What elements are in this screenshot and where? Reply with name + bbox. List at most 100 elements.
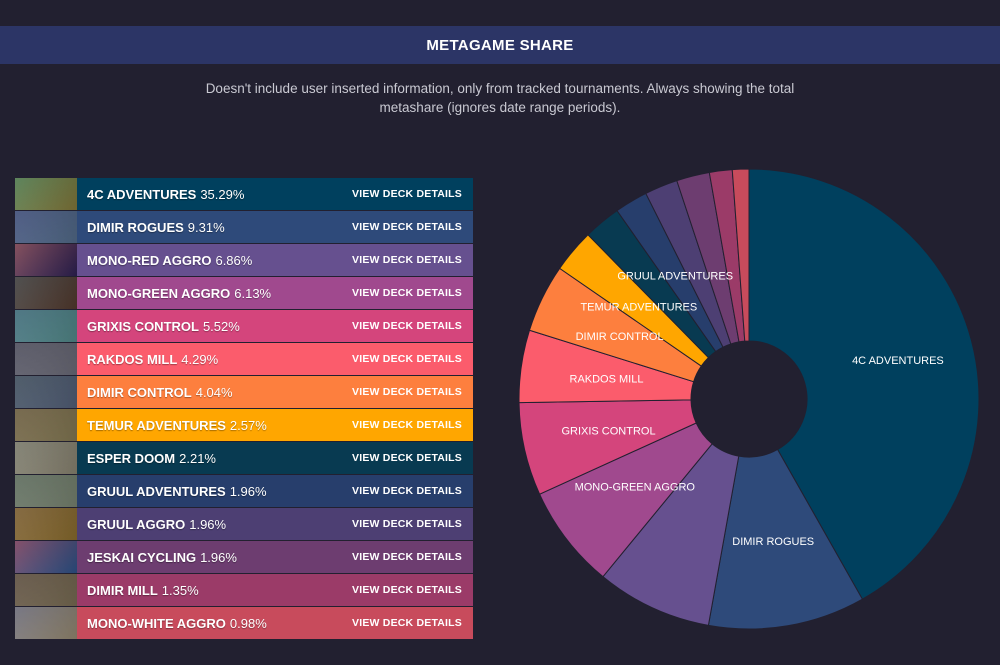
view-deck-details-link[interactable]: VIEW DECK DETAILS <box>352 353 462 365</box>
deck-name: MONO-RED AGGRO <box>87 252 212 268</box>
deck-row[interactable]: TEMUR ADVENTURES 2.57% VIEW DECK DETAILS <box>15 409 473 441</box>
deck-title: DIMIR MILL 1.35% <box>77 583 352 598</box>
deck-thumbnail <box>15 442 77 474</box>
view-deck-details-link[interactable]: VIEW DECK DETAILS <box>352 419 462 431</box>
deck-name: GRUUL ADVENTURES <box>87 483 226 499</box>
deck-list: 4C ADVENTURES 35.29% VIEW DECK DETAILS DIMI… <box>15 178 473 640</box>
subtitle-line-2: metashare (ignores date range periods). <box>379 100 621 115</box>
deck-row[interactable]: ESPER DOOM 2.21% VIEW DECK DETAILS <box>15 442 473 474</box>
deck-share: 1.96% <box>200 549 237 565</box>
deck-title: GRUUL ADVENTURES 1.96% <box>77 484 352 499</box>
deck-title: MONO-RED AGGRO 6.86% <box>77 253 352 268</box>
deck-title: RAKDOS MILL 4.29% <box>77 352 352 367</box>
page-title: METAGAME SHARE <box>426 36 574 54</box>
pie-slice-label: TEMUR ADVENTURES <box>580 301 697 313</box>
pie-slice-label: 4C ADVENTURES <box>852 355 944 367</box>
deck-row[interactable]: MONO-WHITE AGGRO 0.98% VIEW DECK DETAILS <box>15 607 473 639</box>
deck-name: DIMIR MILL <box>87 582 158 598</box>
subtitle-line-1: Doesn't include user inserted informatio… <box>205 81 795 96</box>
deck-title: DIMIR ROGUES 9.31% <box>77 220 352 235</box>
deck-thumbnail <box>15 508 77 540</box>
pie-slice[interactable] <box>602 443 740 626</box>
view-deck-details-link[interactable]: VIEW DECK DETAILS <box>352 188 462 200</box>
deck-share: 4.29% <box>181 351 219 367</box>
deck-row[interactable]: DIMIR MILL 1.35% VIEW DECK DETAILS <box>15 574 473 606</box>
pie-slice-label: GRIXIS CONTROL <box>561 426 655 438</box>
deck-name: 4C ADVENTURES <box>87 186 197 202</box>
subtitle: Doesn't include user inserted informatio… <box>170 79 830 117</box>
deck-thumbnail <box>15 409 77 441</box>
deck-title: GRIXIS CONTROL 5.52% <box>77 319 352 334</box>
header-band: METAGAME SHARE <box>0 26 1000 64</box>
view-deck-details-link[interactable]: VIEW DECK DETAILS <box>352 518 462 530</box>
deck-row[interactable]: GRIXIS CONTROL 5.52% VIEW DECK DETAILS <box>15 310 473 342</box>
deck-row[interactable]: DIMIR ROGUES 9.31% VIEW DECK DETAILS <box>15 211 473 243</box>
deck-share: 0.98% <box>229 615 267 631</box>
deck-thumbnail <box>15 211 77 243</box>
deck-name: RAKDOS MILL <box>87 351 178 367</box>
deck-title: DIMIR CONTROL 4.04% <box>77 385 352 400</box>
deck-row[interactable]: GRUUL ADVENTURES 1.96% VIEW DECK DETAILS <box>15 475 473 507</box>
deck-name: JESKAI CYCLING <box>87 549 197 565</box>
deck-share: 35.29% <box>200 186 245 202</box>
view-deck-details-link[interactable]: VIEW DECK DETAILS <box>352 584 462 596</box>
deck-share: 1.35% <box>161 582 199 598</box>
deck-name: DIMIR ROGUES <box>87 219 184 235</box>
deck-row[interactable]: DIMIR CONTROL 4.04% VIEW DECK DETAILS <box>15 376 473 408</box>
deck-thumbnail <box>15 310 77 342</box>
pie-slice-label: GRUUL ADVENTURES <box>617 270 733 282</box>
deck-thumbnail <box>15 475 77 507</box>
deck-title: MONO-GREEN AGGRO 6.13% <box>77 286 352 301</box>
deck-name: TEMUR ADVENTURES <box>87 417 226 433</box>
deck-thumbnail <box>15 541 77 573</box>
deck-title: TEMUR ADVENTURES 2.57% <box>77 418 352 433</box>
deck-thumbnail <box>15 178 77 210</box>
deck-row[interactable]: MONO-RED AGGRO 6.86% VIEW DECK DETAILS <box>15 244 473 276</box>
deck-share: 2.21% <box>179 450 216 466</box>
deck-row[interactable]: MONO-GREEN AGGRO 6.13% VIEW DECK DETAILS <box>15 277 473 309</box>
deck-row[interactable]: JESKAI CYCLING 1.96% VIEW DECK DETAILS <box>15 541 473 573</box>
deck-name: GRIXIS CONTROL <box>87 318 199 334</box>
pie-slice-label: MONO-GREEN AGGRO <box>575 482 696 494</box>
deck-thumbnail <box>15 376 77 408</box>
pie-slice[interactable] <box>748 168 980 600</box>
deck-share: 5.52% <box>202 318 240 334</box>
deck-row[interactable]: 4C ADVENTURES 35.29% VIEW DECK DETAILS <box>15 178 473 210</box>
view-deck-details-link[interactable]: VIEW DECK DETAILS <box>352 485 462 497</box>
metagame-pie-chart: 4C ADVENTURES DIMIR ROGUES MONO-GREEN AGGR… <box>500 160 1000 660</box>
deck-share: 4.04% <box>195 384 233 400</box>
view-deck-details-link[interactable]: VIEW DECK DETAILS <box>352 320 462 332</box>
deck-name: DIMIR CONTROL <box>87 384 192 400</box>
deck-title: ESPER DOOM 2.21% <box>77 451 352 466</box>
pie-slice-label: RAKDOS MILL <box>570 373 644 385</box>
deck-row[interactable]: RAKDOS MILL 4.29% VIEW DECK DETAILS <box>15 343 473 375</box>
view-deck-details-link[interactable]: VIEW DECK DETAILS <box>352 551 462 563</box>
deck-name: MONO-WHITE AGGRO <box>87 615 226 631</box>
deck-name: MONO-GREEN AGGRO <box>87 285 231 301</box>
deck-title: GRUUL AGGRO 1.96% <box>77 517 352 532</box>
view-deck-details-link[interactable]: VIEW DECK DETAILS <box>352 452 462 464</box>
deck-name: ESPER DOOM <box>87 450 176 466</box>
pie-svg: 4C ADVENTURES DIMIR ROGUES MONO-GREEN AGGR… <box>518 168 980 630</box>
deck-thumbnail <box>15 277 77 309</box>
pie-slice-label: DIMIR CONTROL <box>576 331 664 343</box>
deck-thumbnail <box>15 244 77 276</box>
pie-slice-label: DIMIR ROGUES <box>732 536 814 548</box>
deck-row[interactable]: GRUUL AGGRO 1.96% VIEW DECK DETAILS <box>15 508 473 540</box>
deck-title: 4C ADVENTURES 35.29% <box>77 187 352 202</box>
deck-share: 1.96% <box>229 483 267 499</box>
pie-slice[interactable] <box>707 448 864 630</box>
deck-share: 2.57% <box>229 417 267 433</box>
view-deck-details-link[interactable]: VIEW DECK DETAILS <box>352 221 462 233</box>
deck-name: GRUUL AGGRO <box>87 516 186 532</box>
deck-share: 6.13% <box>234 285 272 301</box>
view-deck-details-link[interactable]: VIEW DECK DETAILS <box>352 254 462 266</box>
deck-thumbnail <box>15 607 77 639</box>
view-deck-details-link[interactable]: VIEW DECK DETAILS <box>352 287 462 299</box>
deck-title: JESKAI CYCLING 1.96% <box>77 550 352 565</box>
deck-share: 9.31% <box>187 219 225 235</box>
deck-title: MONO-WHITE AGGRO 0.98% <box>77 616 352 631</box>
view-deck-details-link[interactable]: VIEW DECK DETAILS <box>352 617 462 629</box>
pie-slice[interactable] <box>731 168 750 342</box>
view-deck-details-link[interactable]: VIEW DECK DETAILS <box>352 386 462 398</box>
